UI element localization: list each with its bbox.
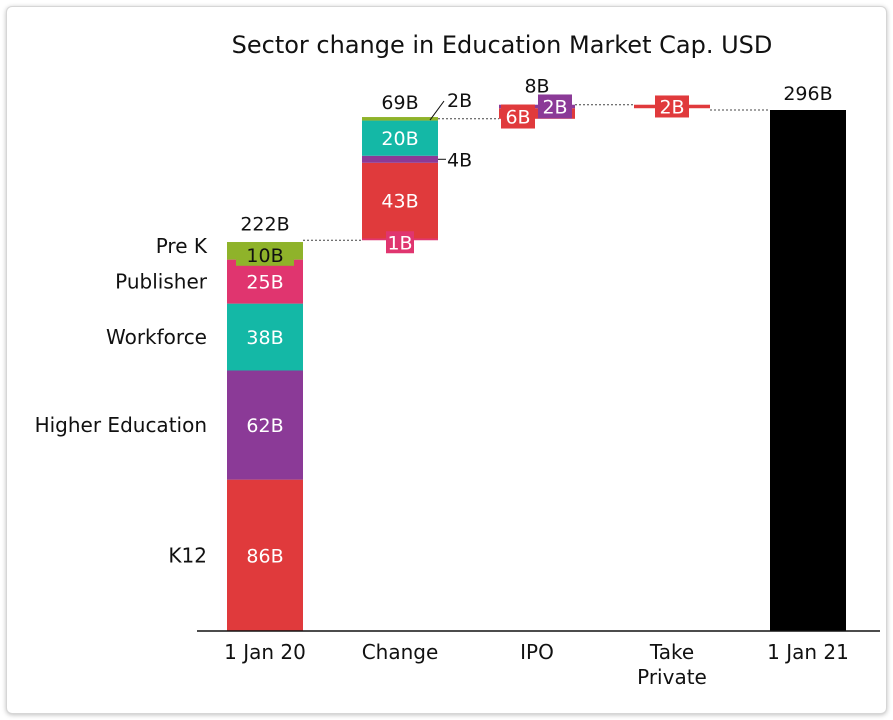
change-bar-higher-education <box>362 155 438 163</box>
series-label-pre-k: Pre K <box>156 234 208 258</box>
start-prek-value: 10B <box>246 245 283 267</box>
start-bar-higher-education <box>227 370 303 480</box>
series-label-publisher: Publisher <box>115 270 208 294</box>
end-total-bar <box>770 110 846 631</box>
start-higher-education-value: 62B <box>246 415 283 437</box>
change-publisher-label-box <box>386 231 414 254</box>
series-label-workforce: Workforce <box>106 325 207 349</box>
start-prek-label-box <box>236 243 294 266</box>
change-higher-ed-value: 4B <box>447 149 472 171</box>
start-bar-workforce <box>227 303 303 371</box>
change-publisher-value: 1B <box>387 232 412 254</box>
connectors-layer <box>303 104 770 241</box>
x-tick-ipo: IPO <box>520 640 554 664</box>
x-tick-change: Change <box>362 640 439 664</box>
start-bar-k12 <box>227 479 303 631</box>
start-publisher-value: 25B <box>246 272 283 294</box>
x-tick-1-jan-21: 1 Jan 21 <box>767 640 849 664</box>
ipo-bar-k12 <box>499 108 575 119</box>
change-bar-k12 <box>362 162 438 239</box>
end-total-label: 296B <box>783 83 832 105</box>
change-workforce-value: 20B <box>381 128 418 150</box>
start-total-label: 222B <box>240 213 289 235</box>
ipo-higher-ed-label-box <box>538 94 572 119</box>
series-label-higher-education: Higher Education <box>35 413 207 437</box>
series-label-k12: K12 <box>168 543 207 567</box>
start-workforce-value: 38B <box>246 327 283 349</box>
ipo-bar-higher-education <box>499 104 575 109</box>
take-private-label-box <box>655 95 689 118</box>
start-k12-value: 86B <box>246 545 283 567</box>
ipo-higher-ed-value: 2B <box>542 96 567 118</box>
ipo-k12-label-box <box>501 104 535 129</box>
x-tick-take-private-line1: Take <box>649 640 694 664</box>
take-private-value: 2B <box>659 96 684 118</box>
x-tick-take-private-line2: Private <box>637 665 707 689</box>
change-k12-value: 43B <box>381 191 418 213</box>
change-bar-workforce <box>362 120 438 156</box>
change-prek-value: 2B <box>447 90 472 112</box>
bars-layer <box>227 104 846 631</box>
ipo-k12-value: 6B <box>505 107 530 129</box>
chart-frame <box>6 6 887 714</box>
change-total-label: 69B <box>381 92 418 114</box>
chart-title: Sector change in Education Market Cap. U… <box>232 31 773 59</box>
start-bar-publisher <box>227 259 303 304</box>
labels-layer: 86B K12 62B Higher Education 38B Workforce 25B… <box>35 76 833 568</box>
ipo-total-label: 8B <box>524 76 549 98</box>
x-tick-1-jan-20: 1 Jan 20 <box>224 640 306 664</box>
change-bar-pre-k <box>362 117 438 121</box>
change-prek-leader <box>429 100 445 121</box>
